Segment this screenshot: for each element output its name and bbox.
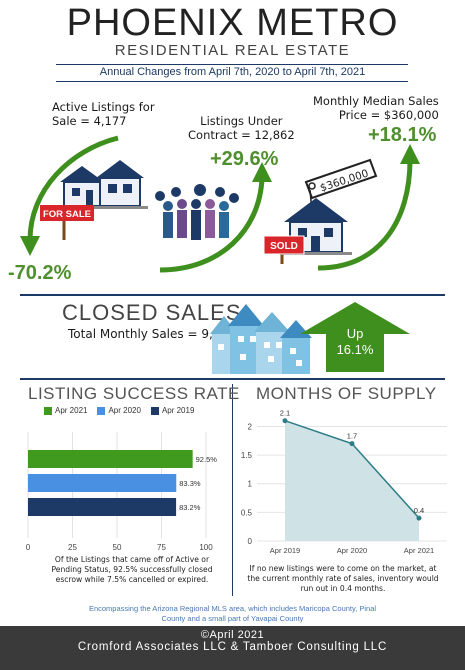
months-supply-chart: 0 0.5 1 1.5 2 2.1 Apr 2019 1.7 Apr 2020 0.4 Apr 20…	[241, 409, 447, 555]
legend-item-2019: Apr 2019	[150, 406, 194, 415]
up-arrow-right-icon	[317, 159, 413, 271]
bar-tick-label: 0	[26, 543, 31, 552]
supply-point	[416, 515, 422, 521]
page-subtitle: RESIDENTIAL REAL ESTATE	[114, 42, 351, 59]
supply-category-label: Apr 2021	[404, 546, 434, 555]
median-price-change: +18.1%	[368, 124, 437, 146]
header-divider-bottom	[56, 81, 408, 82]
supply-category-label: Apr 2019	[270, 546, 300, 555]
bar-value-label: 92.5%	[196, 455, 218, 464]
closed-sales-arrow-line1: Up	[346, 326, 364, 341]
bar-value-label: 83.3%	[179, 479, 201, 488]
under-contract-label-line2: Contract = 12,862	[188, 128, 295, 142]
down-arrow-head-icon	[20, 236, 40, 256]
legend-item-2020: Apr 2020	[97, 406, 141, 415]
area-tick-label: 0	[248, 537, 253, 546]
svg-text:FOR SALE: FOR SALE	[43, 209, 91, 220]
bar-tick-label: 75	[157, 543, 166, 552]
median-price-label: Monthly Median Sales Price = $360,000	[313, 94, 439, 122]
months-supply-title: MONTHS OF SUPPLY	[256, 384, 437, 403]
footer-banner: ©April 2021 Cromford Associates LLC & Ta…	[0, 626, 465, 670]
stats-illustration: FOR SALE $360,000 SOLD	[20, 135, 420, 273]
median-price-label-line1: Monthly Median Sales	[313, 94, 439, 108]
bar-apr-2020	[28, 474, 177, 492]
up-arrow-right-head-icon	[400, 144, 420, 164]
for-sale-sign-icon: FOR SALE	[40, 205, 94, 240]
section-divider-vertical	[232, 384, 233, 596]
coverage-footnote-line1: Encompassing the Arizona Regional MLS ar…	[88, 604, 377, 613]
active-listings-label: Active Listings for Sale = 4,177	[52, 100, 155, 128]
area-tick-label: 1	[248, 480, 253, 489]
footer-copyright: ©April 2021	[200, 629, 265, 641]
period-label: Annual Changes from April 7th, 2020 to A…	[99, 66, 366, 78]
listing-success-chart: 0 25 50 75 100 92.5% 83.3% 83.2%	[26, 432, 218, 552]
bar-tick-label: 100	[199, 543, 213, 552]
area-tick-label: 0.5	[241, 508, 253, 517]
months-supply-note: If no new listings were to come on the m…	[247, 564, 439, 593]
closed-sales-subtitle: Total Monthly Sales = 9,658	[68, 327, 236, 341]
up-arrow-block-icon	[300, 302, 410, 372]
houses-row-icon	[210, 304, 312, 374]
median-price-label-line2: Price = $360,000	[338, 108, 439, 122]
supply-point	[349, 441, 355, 447]
svg-text:SOLD: SOLD	[270, 241, 298, 252]
legend-item-2021: Apr 2021	[44, 406, 87, 415]
under-contract-label-line1: Listings Under	[200, 114, 283, 128]
listing-success-legend: Apr 2021 Apr 2020 Apr 2019	[44, 406, 194, 415]
under-contract-label: Listings Under Contract = 12,862	[188, 114, 295, 142]
supply-value-label: 1.7	[347, 432, 357, 441]
coverage-footnote: Encompassing the Arizona Regional MLS ar…	[0, 604, 465, 624]
bar-value-label: 83.2%	[179, 503, 201, 512]
footer-credit: Cromford Associates LLC & Tamboer Consul…	[77, 641, 388, 653]
section-divider-1	[20, 294, 445, 296]
supply-category-label: Apr 2020	[337, 546, 367, 555]
closed-sales-title: CLOSED SALES	[62, 300, 242, 325]
bar-tick-label: 50	[113, 543, 122, 552]
header-divider-top	[56, 64, 408, 65]
area-tick-label: 2	[248, 422, 253, 431]
closed-sales-arrow-line2: 16.1%	[336, 342, 374, 357]
coverage-footnote-line2: County and a small part of Yavapai Count…	[161, 614, 304, 623]
active-listings-label-line2: Sale = 4,177	[52, 114, 127, 128]
active-listings-change: -70.2%	[8, 262, 72, 284]
sold-sign-icon: SOLD	[263, 235, 305, 264]
active-listings-label-line1: Active Listings for	[52, 100, 155, 114]
page-title: PHOENIX METRO	[66, 2, 399, 44]
house-for-sale-icon	[58, 160, 148, 209]
area-tick-label: 1.5	[241, 451, 253, 460]
up-arrow-head-icon	[252, 162, 272, 182]
bar-tick-label: 25	[68, 543, 77, 552]
up-arrow-icon	[159, 177, 265, 273]
listing-success-title: LISTING SUCCESS RATE	[28, 384, 240, 403]
supply-point	[282, 418, 288, 424]
bar-apr-2021	[28, 450, 193, 468]
people-money-icon	[155, 184, 239, 240]
supply-area	[285, 420, 419, 541]
bar-apr-2019	[28, 498, 177, 516]
down-arrow-icon	[27, 135, 119, 241]
supply-value-label: 0.4	[414, 506, 424, 515]
listing-success-note: Of the Listings that came off of Active …	[51, 555, 213, 584]
section-divider-2	[20, 378, 445, 380]
supply-value-label: 2.1	[280, 409, 290, 418]
